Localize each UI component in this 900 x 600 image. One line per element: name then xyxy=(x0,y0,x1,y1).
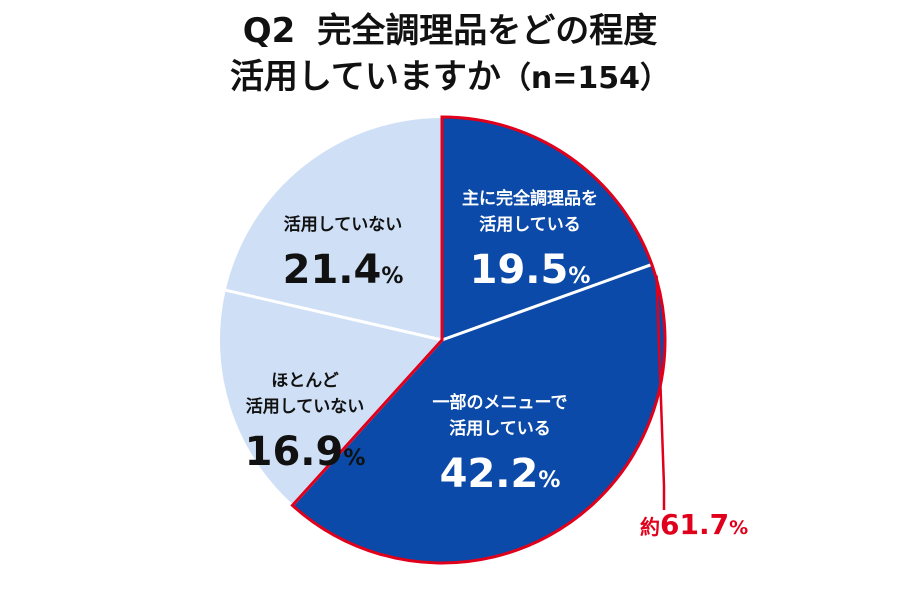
highlight-outline xyxy=(290,115,667,565)
pie-slice xyxy=(220,290,442,505)
question-number: Q2 xyxy=(242,11,296,51)
pie-slice xyxy=(442,118,651,340)
pie-slice xyxy=(293,264,665,563)
highlight-leader-line xyxy=(655,275,666,510)
slice-value: 19.5% xyxy=(469,247,591,293)
slice-label-rarely-use: ほとんど 活用していない 16.9% xyxy=(230,368,380,485)
highlight-total-label: 約61.7% xyxy=(640,508,749,541)
title-line-1: 完全調理品をどの程度 xyxy=(317,11,658,51)
slice-value: 42.2% xyxy=(439,451,561,497)
slice-label-mainly-use: 主に完全調理品を 活用している 19.5% xyxy=(440,186,620,303)
slice-separator xyxy=(225,288,443,342)
slice-label-partially-use: 一部のメニューで 活用している 42.2% xyxy=(410,390,590,507)
pie-slice xyxy=(225,118,442,340)
slice-value: 21.4% xyxy=(282,247,404,293)
slice-value: 16.9% xyxy=(244,429,366,475)
chart-title: Q2 完全調理品をどの程度 活用していますか（n=154） xyxy=(0,8,900,102)
slice-category: 活用している xyxy=(449,419,551,439)
sample-size: （n=154） xyxy=(500,61,671,96)
slice-category: 活用していない xyxy=(245,397,365,417)
slice-category: 一部のメニューで xyxy=(432,393,568,413)
slice-category: 活用していない xyxy=(283,215,403,235)
slice-category: ほとんど xyxy=(271,371,339,391)
slice-category: 主に完全調理品を xyxy=(462,189,598,209)
slice-label-not-use: 活用していない 21.4% xyxy=(268,212,418,303)
slice-separator xyxy=(441,263,652,342)
title-line-2: 活用していますか xyxy=(229,57,501,97)
slice-category: 活用している xyxy=(479,215,581,235)
